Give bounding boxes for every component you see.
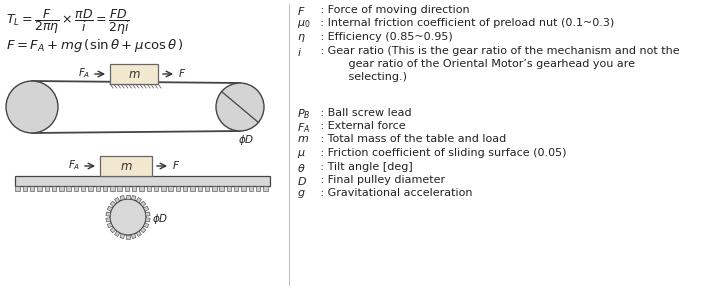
- Text: $F_A$: $F_A$: [297, 121, 310, 135]
- Bar: [256, 186, 260, 191]
- Polygon shape: [115, 197, 120, 203]
- Bar: [81, 186, 86, 191]
- Bar: [263, 186, 268, 191]
- Text: $F$: $F$: [172, 159, 180, 171]
- Bar: [88, 186, 93, 191]
- Bar: [234, 186, 239, 191]
- Text: $m$: $m$: [128, 68, 141, 81]
- Polygon shape: [136, 197, 141, 203]
- Text: : Efficiency (0.85~0.95): : Efficiency (0.85~0.95): [317, 32, 452, 42]
- Circle shape: [216, 83, 264, 131]
- Text: $F_A$: $F_A$: [67, 158, 80, 172]
- Bar: [191, 186, 195, 191]
- Bar: [205, 186, 210, 191]
- Bar: [220, 186, 224, 191]
- Polygon shape: [131, 195, 136, 200]
- Polygon shape: [144, 223, 149, 228]
- Polygon shape: [131, 234, 136, 239]
- Text: $F$: $F$: [178, 67, 186, 79]
- Polygon shape: [146, 218, 150, 222]
- Bar: [183, 186, 188, 191]
- Polygon shape: [126, 235, 130, 239]
- Text: selecting.): selecting.): [317, 73, 407, 82]
- Text: : Friction coefficient of sliding surface (0.05): : Friction coefficient of sliding surfac…: [317, 148, 566, 158]
- Text: : Gravitational acceleration: : Gravitational acceleration: [317, 188, 472, 199]
- Text: $\mu_0$: $\mu_0$: [297, 18, 310, 31]
- Polygon shape: [107, 223, 112, 228]
- Bar: [117, 186, 122, 191]
- Text: $\phi D$: $\phi D$: [238, 133, 254, 147]
- Bar: [15, 186, 20, 191]
- Text: $F$: $F$: [297, 5, 305, 17]
- Bar: [52, 186, 57, 191]
- Polygon shape: [120, 195, 125, 200]
- Bar: [146, 186, 151, 191]
- Bar: [38, 186, 42, 191]
- Text: : Force of moving direction: : Force of moving direction: [317, 5, 469, 15]
- Polygon shape: [106, 218, 110, 222]
- Text: $T_L = \dfrac{F}{2\pi\eta} \times \dfrac{\pi D}{i} = \dfrac{FD}{2\eta i}$: $T_L = \dfrac{F}{2\pi\eta} \times \dfrac…: [6, 7, 130, 37]
- Polygon shape: [110, 227, 115, 233]
- Bar: [161, 186, 165, 191]
- Polygon shape: [141, 201, 146, 207]
- Bar: [15, 176, 270, 186]
- Text: $P_B$: $P_B$: [297, 108, 310, 121]
- Text: $m$: $m$: [120, 160, 133, 173]
- Bar: [96, 186, 100, 191]
- Bar: [74, 186, 78, 191]
- Circle shape: [110, 199, 146, 235]
- Polygon shape: [136, 231, 141, 236]
- Circle shape: [6, 81, 58, 133]
- Text: $\theta$: $\theta$: [297, 162, 305, 173]
- Bar: [110, 186, 115, 191]
- Text: $D$: $D$: [297, 175, 307, 187]
- Text: : Tilt angle [deg]: : Tilt angle [deg]: [317, 162, 413, 171]
- Bar: [227, 186, 231, 191]
- Text: $m$: $m$: [297, 134, 309, 144]
- Text: : Ball screw lead: : Ball screw lead: [317, 108, 411, 118]
- Bar: [100, 156, 152, 176]
- Bar: [249, 186, 253, 191]
- Bar: [59, 186, 64, 191]
- Text: : Internal friction coefficient of preload nut (0.1~0.3): : Internal friction coefficient of prelo…: [317, 18, 614, 29]
- Bar: [241, 186, 246, 191]
- Bar: [168, 186, 173, 191]
- Text: $g$: $g$: [297, 188, 305, 201]
- Text: $\phi D$: $\phi D$: [152, 212, 168, 226]
- Text: $i$: $i$: [297, 45, 302, 58]
- Polygon shape: [126, 195, 130, 199]
- Bar: [30, 186, 35, 191]
- Bar: [67, 186, 71, 191]
- Polygon shape: [110, 201, 115, 207]
- Text: : Final pulley diameter: : Final pulley diameter: [317, 175, 444, 185]
- Polygon shape: [107, 206, 112, 211]
- Text: : External force: : External force: [317, 121, 405, 131]
- Text: $F = F_A + mg\,(\sin\theta + \mu\cos\theta\,)$: $F = F_A + mg\,(\sin\theta + \mu\cos\the…: [6, 37, 183, 54]
- Bar: [198, 186, 202, 191]
- Bar: [175, 186, 180, 191]
- Polygon shape: [146, 212, 150, 216]
- Polygon shape: [120, 234, 125, 239]
- Text: : Gear ratio (This is the gear ratio of the mechanism and not the: : Gear ratio (This is the gear ratio of …: [317, 45, 679, 55]
- Text: $\mu$: $\mu$: [297, 148, 305, 160]
- Bar: [154, 186, 158, 191]
- Bar: [22, 186, 27, 191]
- Bar: [132, 186, 136, 191]
- Polygon shape: [106, 212, 110, 216]
- Polygon shape: [141, 227, 146, 233]
- Text: $\eta$: $\eta$: [297, 32, 305, 44]
- Text: gear ratio of the Oriental Motor’s gearhead you are: gear ratio of the Oriental Motor’s gearh…: [317, 59, 634, 69]
- Polygon shape: [144, 206, 149, 211]
- Bar: [110, 64, 158, 84]
- Bar: [45, 186, 49, 191]
- Text: : Total mass of the table and load: : Total mass of the table and load: [317, 134, 506, 144]
- Text: $F_A$: $F_A$: [78, 66, 90, 80]
- Polygon shape: [115, 231, 120, 236]
- Bar: [212, 186, 217, 191]
- Bar: [139, 186, 144, 191]
- Bar: [103, 186, 107, 191]
- Bar: [125, 186, 129, 191]
